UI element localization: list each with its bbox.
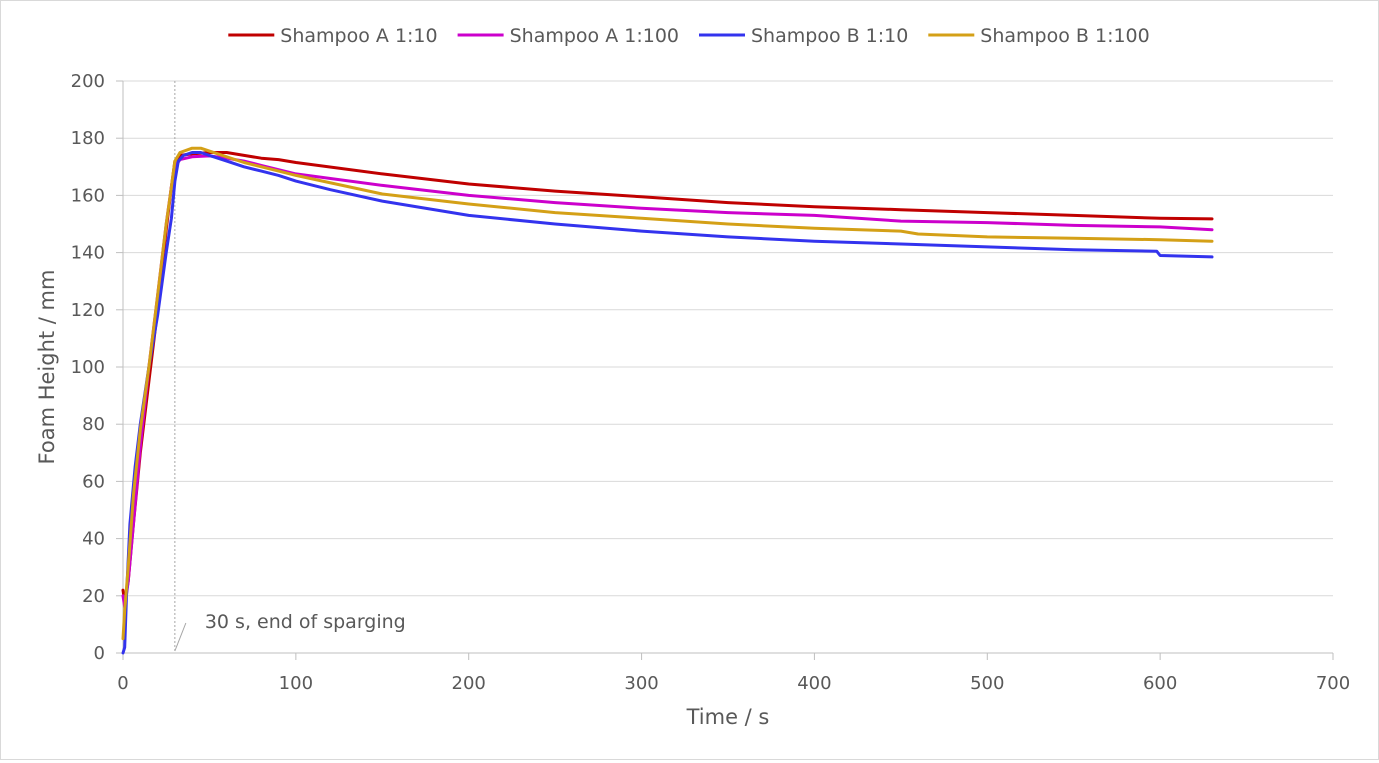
y-tick-label: 140 xyxy=(71,243,105,264)
x-axis-title: Time / s xyxy=(686,705,770,729)
gridlines xyxy=(123,80,1333,654)
y-tick-label: 20 xyxy=(82,586,105,607)
series-line-3 xyxy=(121,151,1214,655)
axes: 0 20 40 60 80 100 120 140 160 180 200 0 100 200 300 400… xyxy=(71,71,1351,694)
x-tick-label: 0 xyxy=(117,673,128,694)
x-tick-label: 500 xyxy=(970,673,1004,694)
legend-label: Shampoo A 1:100 xyxy=(510,25,679,47)
x-tick-label: 700 xyxy=(1316,673,1350,694)
y-tick-label: 180 xyxy=(71,128,105,149)
y-axis-title: Foam Height / mm xyxy=(35,270,59,465)
annotation-label: 30 s, end of sparging xyxy=(205,611,406,633)
x-tick-label: 600 xyxy=(1143,673,1177,694)
y-tick-label: 120 xyxy=(71,300,105,321)
legend-item: Shampoo A 1:10 xyxy=(228,25,438,47)
legend-item: Shampoo B 1:10 xyxy=(699,25,908,47)
legend-label: Shampoo B 1:10 xyxy=(751,25,908,47)
legend: Shampoo A 1:10 Shampoo A 1:100 Shampoo B 1… xyxy=(228,25,1150,47)
x-tick-label: 400 xyxy=(797,673,831,694)
series-line-2 xyxy=(121,154,1214,609)
y-tick-label: 0 xyxy=(94,643,105,664)
x-tick-label: 200 xyxy=(452,673,486,694)
x-tick-label: 100 xyxy=(279,673,313,694)
y-tick-label: 40 xyxy=(82,529,105,550)
annotation-leader-line xyxy=(174,622,187,652)
y-tick-label: 160 xyxy=(71,185,105,206)
data-series xyxy=(121,146,1214,655)
legend-label: Shampoo B 1:100 xyxy=(980,25,1149,47)
y-tick-label: 100 xyxy=(71,357,105,378)
legend-label: Shampoo A 1:10 xyxy=(280,25,437,47)
legend-item: Shampoo B 1:100 xyxy=(928,25,1150,47)
series-line-4 xyxy=(121,146,1214,641)
x-tick-label: 300 xyxy=(624,673,658,694)
y-tick-label: 80 xyxy=(82,414,105,435)
y-tick-label: 60 xyxy=(82,471,105,492)
annotation: 30 s, end of sparging xyxy=(174,81,406,653)
y-tick-label: 200 xyxy=(71,71,105,92)
legend-item: Shampoo A 1:100 xyxy=(457,25,679,47)
